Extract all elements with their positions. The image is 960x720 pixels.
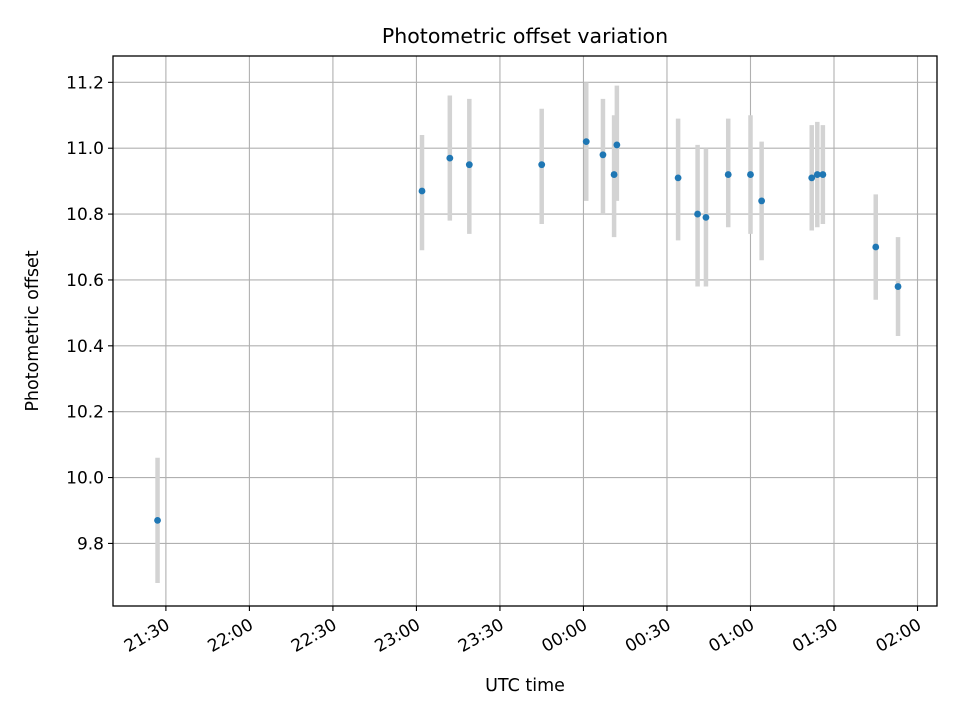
data-point <box>813 171 821 178</box>
y-tick-label: 10.2 <box>66 403 104 423</box>
axis-ticks <box>108 81 919 611</box>
data-point <box>819 171 827 178</box>
data-point <box>724 171 732 178</box>
data-point <box>808 174 816 182</box>
plot-frame <box>112 55 938 607</box>
data-point <box>582 138 590 146</box>
data-point <box>599 151 607 159</box>
data-point <box>694 210 701 218</box>
grid-lines <box>113 56 937 606</box>
data-point <box>674 174 682 182</box>
data-points <box>154 138 902 524</box>
data-point <box>610 171 618 178</box>
y-tick-label: 10.8 <box>66 205 104 225</box>
data-point <box>702 213 710 221</box>
data-point <box>538 161 546 169</box>
data-point <box>613 141 621 149</box>
data-point <box>872 243 880 251</box>
x-axis-label: UTC time <box>485 676 565 696</box>
y-tick-label: 11.0 <box>66 139 104 159</box>
data-point <box>758 197 766 205</box>
data-point <box>154 516 161 524</box>
y-tick-label: 9.8 <box>77 534 104 554</box>
data-point <box>446 154 454 162</box>
y-tick-label: 10.6 <box>66 271 104 291</box>
data-point <box>418 187 426 195</box>
y-tick-label: 10.0 <box>66 469 104 489</box>
data-point <box>894 283 902 290</box>
data-point <box>747 171 754 178</box>
y-tick-labels: 9.8 10.0 10.2 10.4 10.6 10.8 11.0 11.2 <box>66 73 104 554</box>
y-tick-label: 10.4 <box>66 337 104 357</box>
data-point <box>465 161 473 169</box>
chart-title: Photometric offset variation <box>382 24 668 48</box>
y-tick-label: 11.2 <box>66 73 104 93</box>
y-axis-label: Photometric offset <box>23 250 43 411</box>
